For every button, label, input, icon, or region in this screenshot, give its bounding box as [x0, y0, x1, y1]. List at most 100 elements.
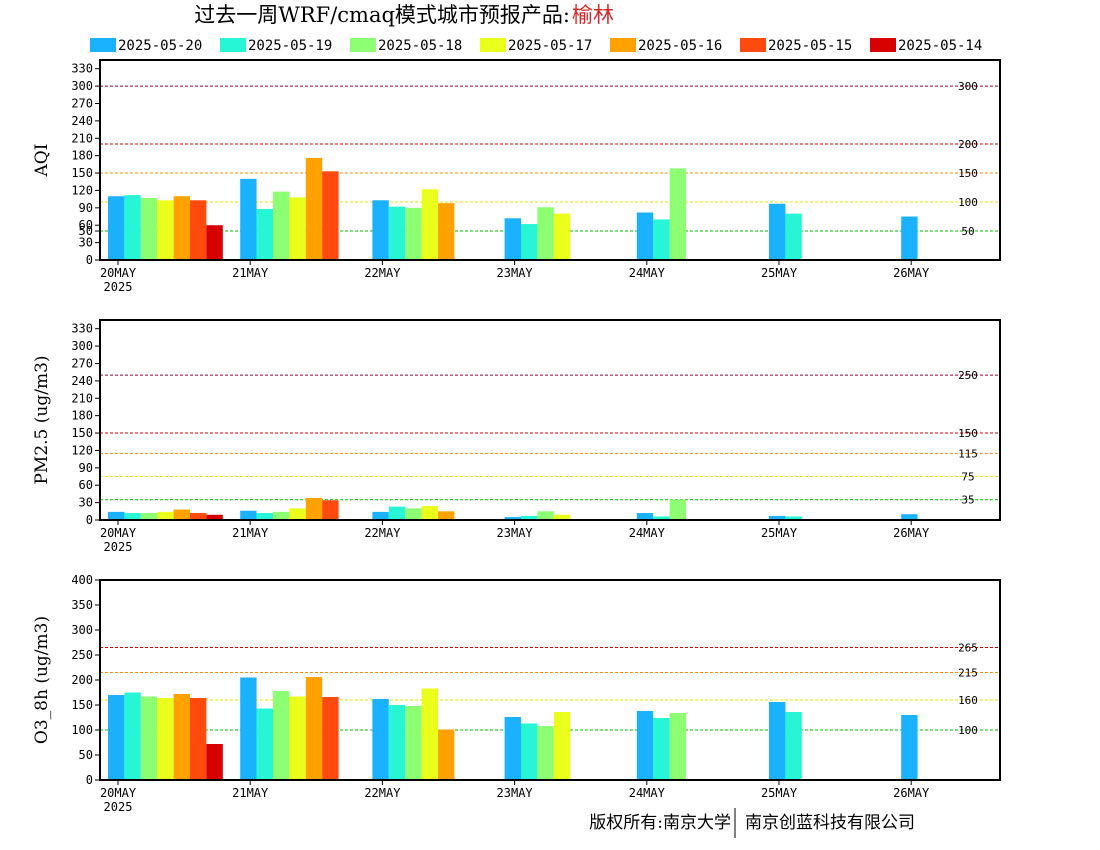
x-tick-label: 22MAY [364, 786, 401, 800]
bar [322, 171, 339, 260]
y-tick-label: 250 [71, 648, 93, 662]
bar [157, 511, 174, 520]
y-tick-label: 180 [71, 149, 93, 163]
bar [438, 511, 455, 520]
company-text: 南京创蓝科技有限公司 [745, 813, 915, 833]
bar [785, 516, 802, 520]
bar [521, 224, 538, 260]
legend: 2025-05-20 2025-05-19 2025-05-18 2025-05-17… [90, 38, 982, 54]
bar [240, 677, 257, 780]
legend-swatch [480, 38, 506, 52]
bar [372, 200, 389, 260]
x-tick-label: 21MAY [232, 786, 269, 800]
bar [206, 514, 223, 520]
bar [173, 196, 190, 260]
chart-title: 过去一周WRF/cmaq模式城市预报产品: [194, 3, 570, 27]
x-year-label: 2025 [104, 800, 133, 814]
bar [785, 712, 802, 780]
y-tick-label: 240 [71, 114, 93, 128]
bar [108, 511, 125, 520]
bar [305, 157, 323, 260]
bar [322, 500, 339, 520]
bar [140, 197, 158, 260]
bar [206, 225, 223, 260]
bar [108, 196, 125, 260]
bar [769, 515, 786, 520]
legend-label: 2025-05-18 [378, 38, 462, 54]
reference-label: 215 [958, 667, 978, 680]
chart-panel: 5010015020030003050609012015018021024027… [32, 59, 1001, 294]
bar [206, 744, 223, 780]
y-tick-label: 120 [71, 183, 93, 197]
reference-label: 115 [958, 447, 978, 460]
bar [240, 510, 257, 520]
y-tick-label: 180 [71, 409, 93, 423]
bar [273, 691, 290, 780]
bar [669, 499, 686, 520]
bar [553, 514, 571, 520]
y-tick-label: 60 [79, 478, 93, 492]
bar [388, 705, 406, 780]
bar [157, 200, 174, 260]
bar [537, 511, 554, 520]
legend-swatch [350, 38, 376, 52]
bar [769, 702, 786, 780]
x-tick-label: 24MAY [629, 266, 666, 280]
x-year-label: 2025 [104, 540, 133, 554]
bar [653, 516, 670, 520]
bar [421, 506, 438, 520]
bar [901, 715, 918, 780]
bar [140, 696, 158, 780]
x-tick-label: 25MAY [761, 266, 798, 280]
bar [636, 513, 654, 520]
bar [388, 206, 406, 260]
x-tick-label: 23MAY [497, 266, 534, 280]
bar [140, 513, 158, 520]
legend-swatch [740, 38, 766, 52]
reference-label: 75 [961, 471, 974, 484]
bar [405, 508, 422, 520]
bar [669, 168, 686, 260]
x-tick-label: 26MAY [893, 786, 930, 800]
bar [173, 694, 190, 780]
bar [256, 513, 273, 520]
legend-label: 2025-05-16 [638, 38, 722, 54]
x-tick-label: 25MAY [761, 786, 798, 800]
bar [322, 697, 339, 780]
y-tick-label: 0 [86, 253, 93, 267]
legend-label: 2025-05-19 [248, 38, 332, 54]
x-tick-label: 21MAY [232, 526, 269, 540]
bar [289, 197, 306, 260]
bar [438, 203, 455, 260]
y-tick-label: 60 [79, 218, 93, 232]
y-tick-label: 400 [71, 573, 93, 587]
bar [521, 723, 538, 780]
x-tick-label: 20MAY [100, 526, 137, 540]
bar [388, 506, 406, 520]
bar [438, 729, 455, 780]
y-tick-label: 0 [86, 513, 93, 527]
bar [190, 698, 207, 780]
y-tick-label: 50 [79, 224, 93, 238]
bar [653, 219, 670, 260]
bar [504, 517, 521, 520]
y-tick-label: 300 [71, 79, 93, 93]
bar [190, 200, 207, 260]
bar [901, 216, 918, 260]
x-year-label: 2025 [104, 280, 133, 294]
y-tick-label: 330 [71, 62, 93, 76]
reference-label: 100 [958, 724, 978, 737]
reference-label: 265 [958, 642, 978, 655]
reference-label: 250 [958, 369, 978, 382]
x-tick-label: 22MAY [364, 526, 401, 540]
bar [289, 696, 306, 780]
y-tick-label: 300 [71, 623, 93, 637]
bar [405, 706, 422, 780]
legend-label: 2025-05-20 [118, 38, 202, 54]
y-axis-label: AQI [32, 144, 52, 178]
x-tick-label: 25MAY [761, 526, 798, 540]
x-tick-label: 23MAY [497, 786, 534, 800]
city-name: 榆林 [572, 3, 614, 27]
plot-frame [99, 59, 1001, 261]
bar [273, 191, 290, 260]
